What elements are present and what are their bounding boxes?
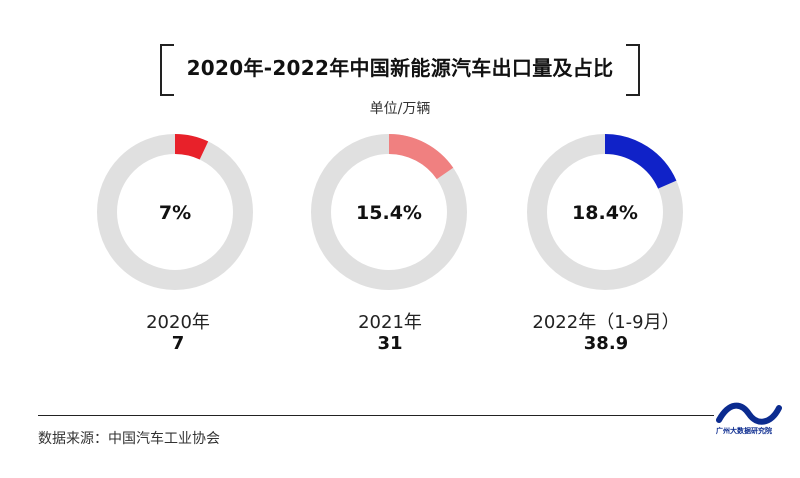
logo-text: 广州大数据研究院 xyxy=(716,427,772,435)
chart-title: 2020年-2022年中国新能源汽车出口量及占比 xyxy=(186,56,614,80)
share-label-1: 15.4% xyxy=(356,202,422,224)
title-bracket-left xyxy=(160,44,174,96)
share-label-2: 18.4% xyxy=(572,202,638,224)
year-label-2021: 2021年 xyxy=(358,312,422,333)
export-value-2021: 31 xyxy=(377,333,403,354)
donut-share-arc-0 xyxy=(174,134,209,160)
title-bracket-right xyxy=(626,44,640,96)
export-value-2022: 38.9 xyxy=(583,333,629,354)
year-label-2020: 2020年 xyxy=(146,312,210,333)
export-value-2020: 7 xyxy=(171,333,185,354)
year-label-2022: 2022年（1-9月） xyxy=(532,312,680,333)
institute-logo-icon xyxy=(716,402,782,425)
source-note: 数据来源：中国汽车工业协会 xyxy=(38,431,220,447)
title-frame: 2020年-2022年中国新能源汽车出口量及占比 xyxy=(160,44,640,96)
donut-share-arc-2 xyxy=(604,134,677,190)
unit-label: 单位/万辆 xyxy=(369,101,431,117)
donut-share-arc-1 xyxy=(388,134,454,180)
share-label-0: 7% xyxy=(159,202,191,224)
footer-divider xyxy=(38,415,714,416)
